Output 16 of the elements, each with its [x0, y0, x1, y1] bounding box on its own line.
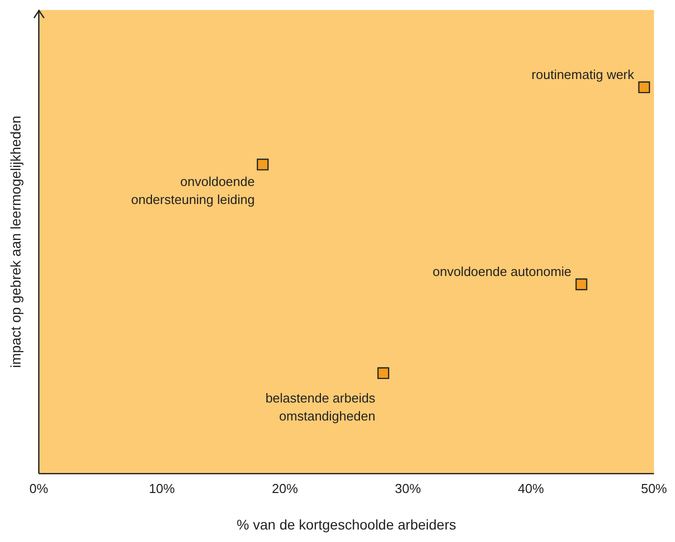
- annotation: routinematig werk: [532, 66, 635, 82]
- annotation: onvoldoende ondersteuning leiding: [131, 174, 255, 208]
- x-tick-label: 40%: [518, 480, 544, 496]
- x-tick-label: 30%: [394, 480, 422, 496]
- point: [638, 81, 650, 94]
- x-tick-label: 10%: [148, 480, 176, 496]
- point: [575, 278, 588, 290]
- annotation: belastende arbeids omstandigheden: [265, 390, 376, 424]
- point: [256, 158, 269, 170]
- x-tick-label: 20%: [272, 480, 298, 496]
- y-axis-title: impact op gebrek aan leermogelijkheden: [7, 116, 24, 368]
- x-axis-title: % van de kortgeschoolde arbeiders: [236, 516, 456, 532]
- annotation: onvoldoende autonomie: [432, 264, 572, 279]
- point: [377, 367, 390, 380]
- x-tick-label: 50%: [640, 480, 668, 496]
- x-tick-label: 0%: [29, 480, 49, 496]
